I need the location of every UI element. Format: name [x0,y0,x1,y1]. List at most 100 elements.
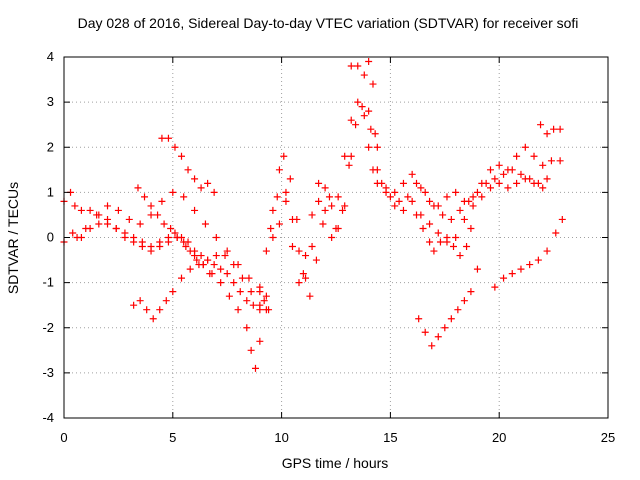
x-tick-label: 25 [601,430,615,445]
data-point [86,206,94,214]
data-point [167,224,175,232]
data-point [417,184,425,192]
data-point [426,238,434,246]
data-point [256,301,264,309]
y-tick-label: -2 [42,320,54,335]
data-point [275,220,283,228]
data-point [82,224,90,232]
data-point [321,184,329,192]
data-point [513,179,521,187]
y-tick-label: -1 [42,275,54,290]
data-point [439,211,447,219]
data-point [495,179,503,187]
data-point [426,197,434,205]
data-point [430,247,438,255]
data-point [467,224,475,232]
data-point [358,103,366,111]
data-point [421,328,429,336]
series-arc-e [158,134,218,196]
data-point [328,234,336,241]
data-point [395,197,403,205]
data-point [269,206,277,214]
data-point [369,166,377,174]
data-point [408,170,416,178]
data-point [269,234,277,241]
data-point [256,288,264,296]
data-point [365,143,373,151]
data-point [463,243,471,251]
data-point [434,229,442,237]
data-point [315,179,323,187]
data-point [95,220,103,228]
data-point [513,152,521,160]
data-point [452,188,460,196]
data-point [347,152,355,160]
data-point [537,121,545,129]
data-point [251,364,259,372]
data-point [93,211,101,219]
y-tick-label: 1 [47,184,54,199]
data-point [158,197,166,205]
data-point [347,62,355,70]
data-point [173,234,181,241]
y-tick-label: 3 [47,94,54,109]
data-point [373,143,381,151]
data-point [447,315,455,323]
data-point [267,224,275,232]
data-point [315,197,323,205]
data-point [426,220,434,228]
data-point [367,125,375,133]
data-point [136,220,144,228]
data-point [217,279,225,287]
data-point [382,188,390,196]
chart-title: Day 028 of 2016, Sidereal Day-to-day VTE… [78,15,579,31]
data-point [180,193,188,201]
data-point [204,256,212,264]
series-arc-i [269,152,355,282]
data-point [147,202,155,210]
data-point [399,206,407,214]
data-point [195,261,203,269]
data-point [180,238,188,246]
data-point [550,125,558,133]
data-point [69,229,77,237]
data-point [201,220,209,228]
data-point [280,152,288,160]
data-point [134,184,142,192]
data-point [452,234,460,241]
data-markers [60,58,566,372]
data-point [299,270,307,278]
data-point [158,134,166,142]
series-arc-m [373,175,547,246]
data-point [347,116,355,124]
data-point [469,193,477,201]
data-point [360,71,368,79]
data-point [147,211,155,219]
data-point [558,215,566,223]
data-point [212,252,220,260]
data-point [413,179,421,187]
data-point [295,279,303,287]
data-point [160,220,168,228]
data-point [210,261,218,269]
data-point [428,342,436,350]
series-arc-d [134,184,214,278]
data-point [508,270,516,278]
data-point [169,288,177,296]
data-point [223,247,231,255]
data-point [178,152,186,160]
data-point [164,134,172,142]
data-point [223,270,231,278]
data-point [186,247,194,255]
data-point [352,121,360,129]
data-point [552,229,560,237]
y-tick-label: 0 [47,230,54,245]
data-point [164,238,172,246]
data-point [415,315,423,323]
data-point [447,215,455,223]
data-point [534,256,542,264]
data-point [399,179,407,187]
data-point [450,243,458,251]
y-tick-label: 2 [47,139,54,154]
